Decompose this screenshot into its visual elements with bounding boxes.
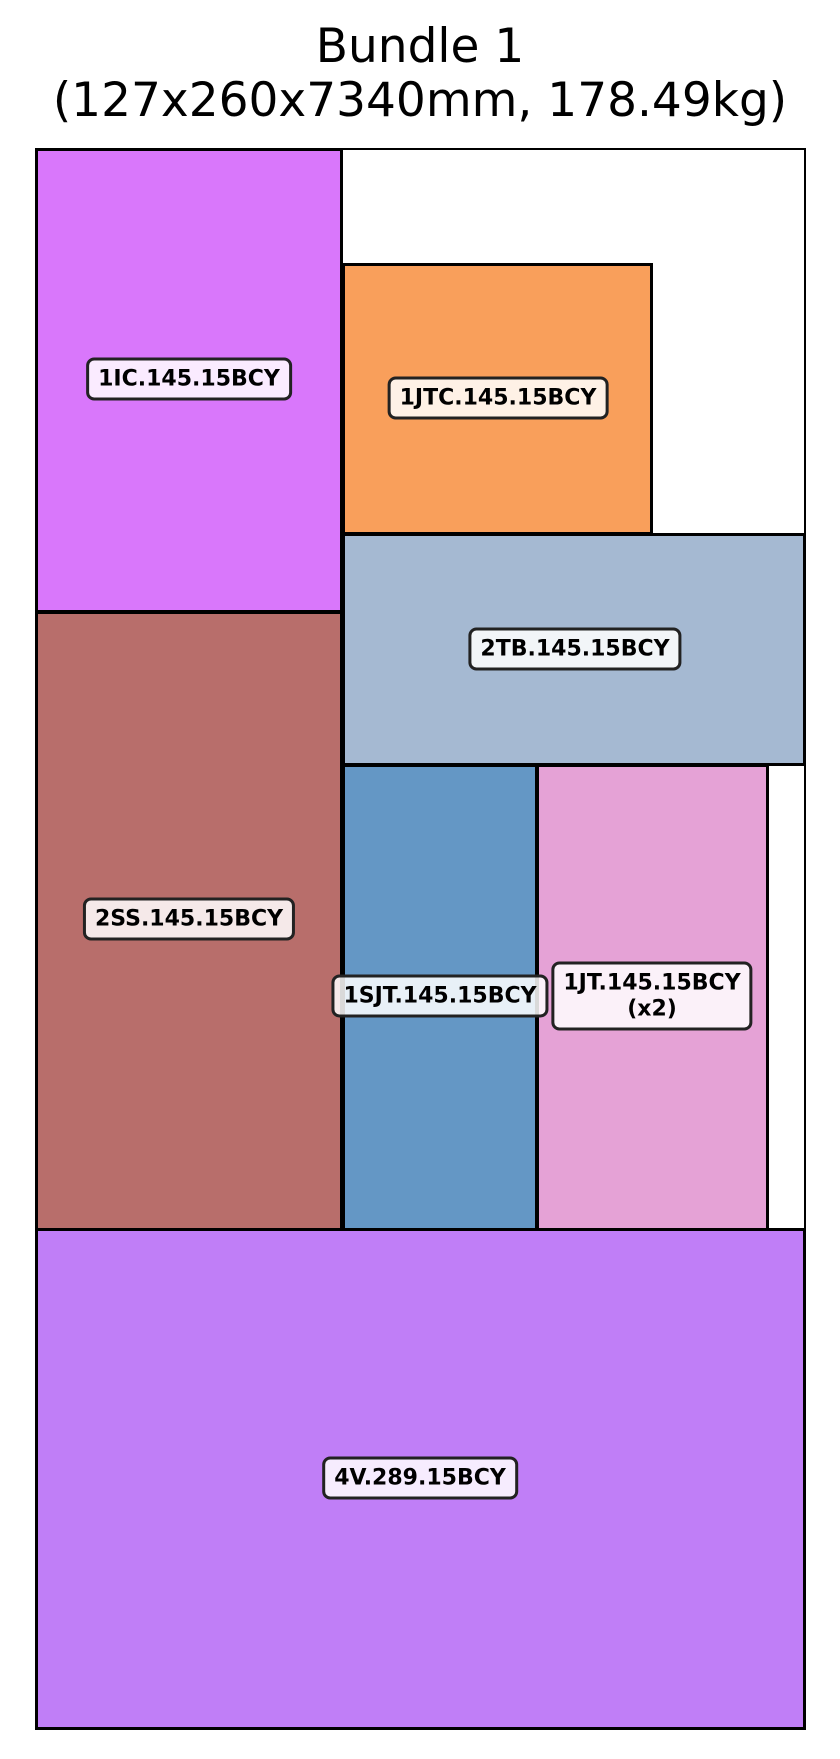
part-label-1ic: 1IC.145.15BCY [86, 357, 292, 401]
bundle-title-name: Bundle 1 [315, 19, 525, 74]
part-label-1jt: 1JT.145.15BCY (x2) [551, 961, 753, 1031]
part-label-2ss: 2SS.145.15BCY [82, 897, 296, 941]
part-label-4v: 4V.289.15BCY [322, 1456, 518, 1500]
part-label-2tb: 2TB.145.15BCY [468, 627, 682, 671]
part-label-1jtc: 1JTC.145.15BCY [387, 376, 609, 420]
bundle-title-dimensions: (127x260x7340mm, 178.49kg) [52, 73, 788, 128]
bundle-title: Bundle 1 (127x260x7340mm, 178.49kg) [0, 20, 840, 128]
part-4v [35, 1228, 806, 1730]
part-quantity-1jt: (x2) [627, 996, 677, 1022]
part-label-1sjt: 1SJT.145.15BCY [331, 974, 549, 1018]
